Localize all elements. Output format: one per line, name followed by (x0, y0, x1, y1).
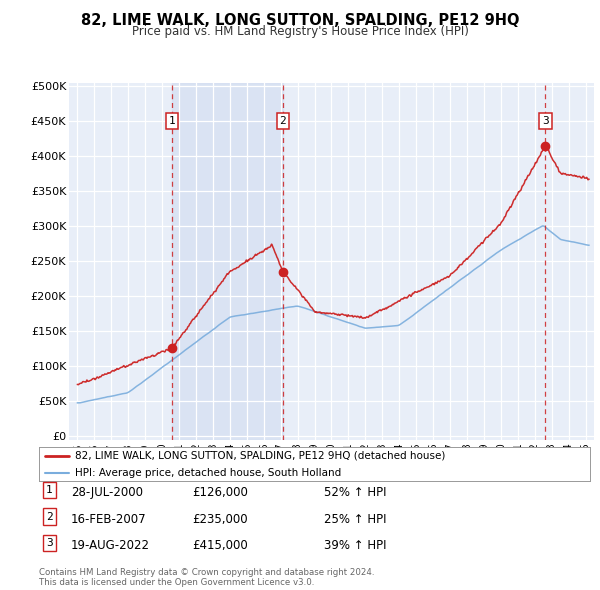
Text: 82, LIME WALK, LONG SUTTON, SPALDING, PE12 9HQ: 82, LIME WALK, LONG SUTTON, SPALDING, PE… (81, 13, 519, 28)
Text: 1: 1 (169, 116, 175, 126)
Text: 2: 2 (280, 116, 286, 126)
Text: 39% ↑ HPI: 39% ↑ HPI (324, 539, 386, 552)
Text: 19-AUG-2022: 19-AUG-2022 (71, 539, 150, 552)
Text: 1: 1 (46, 485, 53, 495)
Text: £235,000: £235,000 (192, 513, 248, 526)
Text: 3: 3 (542, 116, 549, 126)
Text: 28-JUL-2000: 28-JUL-2000 (71, 486, 143, 499)
Text: Contains HM Land Registry data © Crown copyright and database right 2024.
This d: Contains HM Land Registry data © Crown c… (39, 568, 374, 587)
Text: HPI: Average price, detached house, South Holland: HPI: Average price, detached house, Sout… (75, 468, 341, 478)
Text: 2: 2 (46, 512, 53, 522)
Bar (172, 83, 283, 440)
Text: 82, LIME WALK, LONG SUTTON, SPALDING, PE12 9HQ (detached house): 82, LIME WALK, LONG SUTTON, SPALDING, PE… (75, 451, 445, 461)
Text: 3: 3 (46, 538, 53, 548)
Text: £126,000: £126,000 (192, 486, 248, 499)
Text: 25% ↑ HPI: 25% ↑ HPI (324, 513, 386, 526)
Text: 16-FEB-2007: 16-FEB-2007 (71, 513, 146, 526)
Text: 52% ↑ HPI: 52% ↑ HPI (324, 486, 386, 499)
Text: Price paid vs. HM Land Registry's House Price Index (HPI): Price paid vs. HM Land Registry's House … (131, 25, 469, 38)
Text: £415,000: £415,000 (192, 539, 248, 552)
